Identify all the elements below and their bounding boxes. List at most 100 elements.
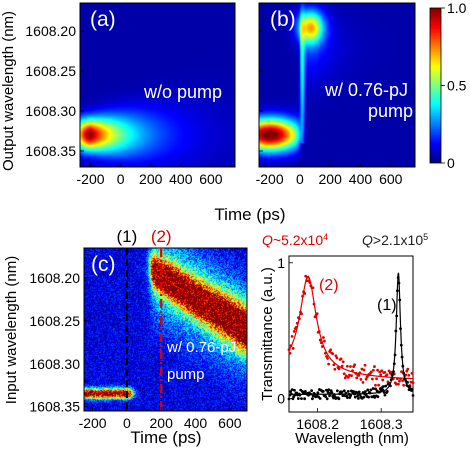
data-point [389,370,393,374]
data-point [381,385,385,388]
y-tick-label: 1 [277,255,285,271]
data-point [363,363,367,367]
annotation-c-line2: pump [167,366,205,383]
heatmap-a [80,3,235,167]
data-point [359,377,363,381]
data-point [407,373,411,377]
data-point [357,373,361,377]
q-annotation-red: Q~5.2x104 [262,232,328,248]
data-point [342,389,346,393]
data-point [404,373,408,377]
q-value-black: >2.1x10 [373,232,423,248]
data-point [398,379,401,383]
data-point [366,388,370,392]
data-point [349,365,352,368]
data-point [385,390,389,393]
q-symbol-red: Q [262,232,273,248]
data-point [349,394,353,398]
plot-frame-d [288,255,414,413]
x-tick-label: 0 [117,171,125,187]
data-point [370,377,374,381]
y-tick-label: 1608.35 [25,143,76,159]
data-point [374,383,377,387]
data-point [376,368,379,372]
data-point [330,391,334,394]
x-axis-label-c: Time (ps) [130,428,201,447]
data-point [353,363,357,367]
data-point [345,364,349,368]
data-point [411,394,415,397]
series-label-1: (1) [377,297,397,314]
y-axis-label-c: Input wavelength (nm) [3,256,20,404]
data-point [362,368,366,372]
plot-frame-b [258,2,416,168]
data-point [334,354,338,358]
data-point [288,351,292,355]
annotation-c-line1: w/ 0.76-pJ [166,339,236,356]
panel-label-c: (c) [91,253,116,276]
x-tick-label: 200 [319,171,343,187]
data-point [321,390,325,393]
data-point [394,382,398,386]
x-axis-label-d: Wavelength (nm) [295,430,409,447]
x-tick-label: 0 [123,415,131,431]
colorbar: 1.0 0.5 0 [429,0,467,171]
data-point [380,369,384,373]
data-point [367,395,370,399]
data-point [342,372,346,376]
x-tick-label: 400 [169,171,193,187]
x-axis-label-top: Time (ps) [214,205,285,224]
data-point [340,364,344,368]
data-point [355,391,359,394]
panel-d: 1608.2 1608.3 0 1 Transmittance (a.u.) Wave… [259,232,428,447]
data-point [360,367,364,371]
data-point [406,381,409,384]
data-point [300,397,303,400]
data-point [332,363,336,367]
data-point [291,346,295,350]
data-point [304,274,308,278]
y-tick-label: 1608.30 [29,356,80,372]
panel-label-b: (b) [270,8,296,31]
data-point [357,396,360,400]
data-point [381,378,385,382]
data-point [369,370,373,374]
data-point [352,390,356,393]
data-point [328,394,331,398]
x-tick-label: 600 [379,171,403,187]
data-point [362,395,366,399]
data-point [353,395,357,399]
data-point [292,329,296,333]
data-point [325,354,328,358]
data-point [290,334,294,338]
data-point [364,377,368,381]
data-point [333,367,337,371]
data-point [387,369,391,373]
data-point [357,390,361,394]
data-point [385,373,389,377]
x-tick-label: 1608.3 [360,416,403,432]
x-tick-label: 200 [150,415,174,431]
data-point [383,393,387,397]
data-point [303,397,306,401]
data-point [290,388,294,392]
data-point [339,357,343,361]
colorbar-tick-label: 0 [447,155,455,171]
x-tick-label: 400 [184,415,208,431]
data-point [346,375,350,379]
y-tick-label: 1608.30 [25,103,76,119]
y-tick-label: 1608.35 [29,399,80,415]
data-point [335,389,339,393]
data-point [400,370,403,374]
colorbar-tick-label: 0.5 [447,78,467,94]
y-tick-label: 0 [277,390,285,406]
data-point [287,397,291,401]
data-point [331,352,335,356]
data-point [346,389,350,393]
data-point [340,390,344,394]
data-point [337,397,341,401]
data-point [378,370,382,374]
x-tick-label: 0 [296,171,304,187]
data-point [318,397,322,400]
